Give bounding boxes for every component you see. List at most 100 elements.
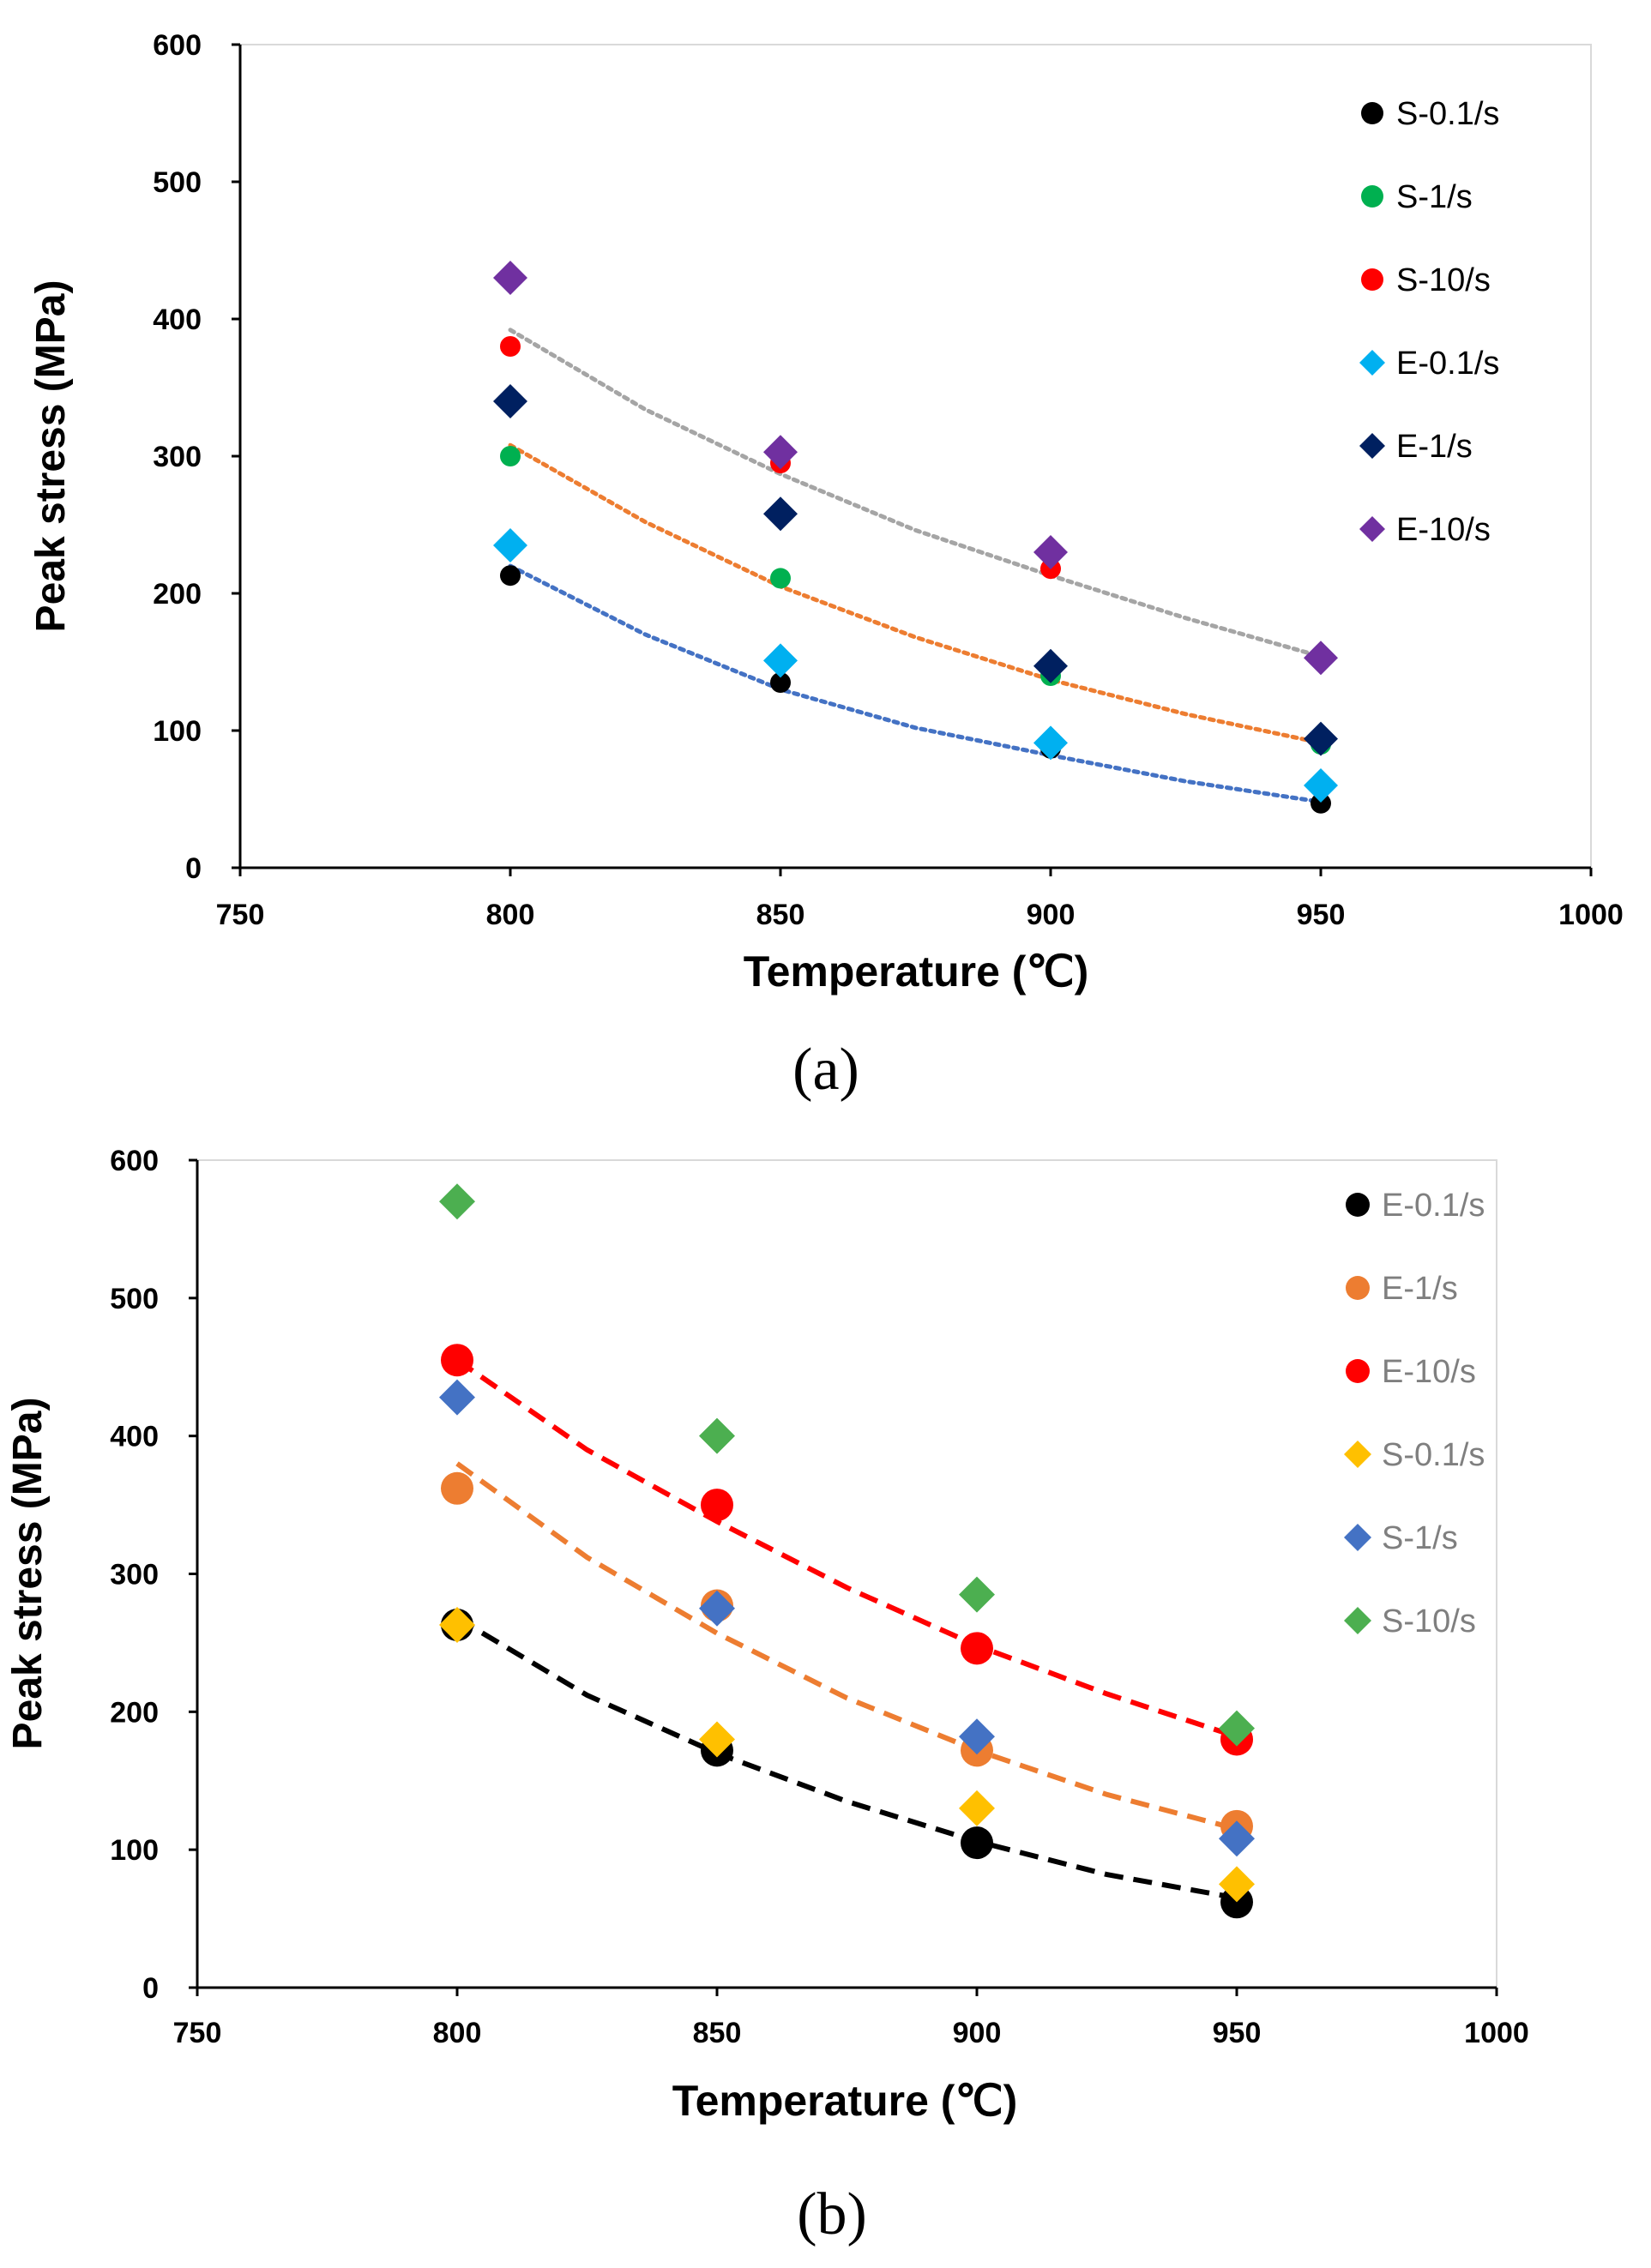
chart-a-legend-item: S-10/s	[1361, 262, 1491, 298]
chart-a-trendlines	[508, 328, 1323, 804]
chart-a-legend-label: S-10/s	[1396, 262, 1491, 298]
chart-a-legend-item: E-0.1/s	[1359, 346, 1499, 382]
chart-a-legend-marker	[1361, 102, 1383, 124]
chart-b-y-tick-label: 100	[110, 1834, 159, 1867]
chart-a-x-tick-label: 1000	[1558, 899, 1624, 931]
chart-a-legend-label: E-1/s	[1396, 429, 1473, 465]
chart-a-point-e-10-s	[763, 435, 798, 470]
chart-b-point-e-10-s	[701, 1489, 733, 1522]
chart-a-point-e-10-s	[1033, 535, 1068, 569]
chart-b-ylabel: Peak stress (MPa)	[5, 1398, 51, 1750]
chart-b-trendline-1	[455, 1615, 1238, 1901]
chart-a-legend-marker	[1361, 185, 1383, 208]
chart-b-panel-label: (b)	[797, 2181, 867, 2247]
chart-b-legend-marker	[1346, 1276, 1370, 1300]
chart-b-point-s-0-1-s	[959, 1790, 995, 1826]
chart-a-point-s-0-1-s	[1311, 792, 1331, 814]
chart-a-x-tick-label: 850	[756, 899, 805, 931]
chart-b-axes	[196, 1160, 1497, 1989]
chart-a-y-tick-label: 100	[153, 715, 202, 748]
chart-a-legend-marker	[1359, 433, 1385, 459]
chart-a-legend-label: E-0.1/s	[1396, 346, 1499, 382]
chart-a-points	[493, 261, 1338, 814]
chart-b-y-tick-label: 600	[110, 1145, 159, 1177]
chart-a-point-s-0-1-s	[500, 565, 521, 587]
chart-a-legend: S-0.1/s S-1/s S-10/s E-0.1/s E-1/s E-10/s	[1359, 96, 1499, 548]
chart-b-point-s-1-s	[699, 1590, 735, 1627]
chart-a-point-e-0-1-s	[1304, 768, 1338, 803]
chart-b-legend-marker	[1344, 1607, 1371, 1634]
chart-b-legend-marker	[1344, 1524, 1371, 1551]
chart-b-point-s-10-s	[1219, 1710, 1255, 1747]
chart-b-point-e-0-1-s	[961, 1826, 993, 1860]
chart-b-legend-marker	[1346, 1193, 1370, 1217]
chart-a-panel-label: (a)	[792, 1037, 859, 1103]
chart-a-trendline-1	[508, 563, 1323, 804]
chart-b-y-tick-label: 300	[110, 1559, 159, 1591]
chart-a-point-s-0-1-s	[770, 672, 791, 693]
chart-a-point-e-1-s	[1033, 648, 1068, 683]
chart-a-axes	[238, 45, 1591, 869]
chart-a-legend-marker	[1359, 350, 1385, 376]
chart-b-x-tick-label: 950	[1213, 2017, 1262, 2049]
chart-b-xlabel: Temperature (℃)	[672, 2077, 1018, 2125]
chart-b-y-tick-label: 0	[142, 1972, 159, 2005]
chart-a-point-e-10-s	[1304, 641, 1338, 676]
chart-a-point-e-0-1-s	[493, 528, 527, 562]
chart-a-legend-label: S-1/s	[1396, 179, 1473, 215]
chart-b-legend-label: S-10/s	[1382, 1603, 1476, 1639]
chart-b-legend-label: S-0.1/s	[1382, 1437, 1485, 1473]
chart-b-point-s-1-s	[1219, 1820, 1255, 1857]
chart-a-y-tick-label: 300	[153, 441, 202, 473]
chart-a-legend-item: S-1/s	[1361, 179, 1473, 215]
chart-b-point-s-0-1-s	[1219, 1866, 1255, 1903]
chart-b-x-tick-label: 800	[433, 2017, 482, 2049]
chart-a-legend-item: E-1/s	[1359, 429, 1473, 465]
chart-a-point-e-1-s	[493, 384, 527, 418]
chart-b-trendlines	[455, 1357, 1238, 1901]
chart-b-trendline-3	[455, 1357, 1238, 1740]
chart-b-legend-item: S-10/s	[1344, 1603, 1476, 1639]
chart-b-point-s-1-s	[439, 1379, 475, 1416]
chart-a-point-e-10-s	[493, 261, 527, 295]
chart-a-trendline-2	[508, 442, 1323, 745]
chart-b-point-s-10-s	[699, 1417, 735, 1454]
chart-b-point-s-0-1-s	[699, 1721, 735, 1758]
chart-a-y-tick-label: 200	[153, 578, 202, 611]
chart-a-point-s-1-s	[770, 568, 791, 589]
chart-a-legend-label: S-0.1/s	[1396, 96, 1499, 132]
chart-b-x-tick-label: 750	[173, 2017, 222, 2049]
chart-b-legend-item: E-0.1/s	[1346, 1188, 1485, 1224]
chart-b-legend: E-0.1/s E-1/s E-10/s S-0.1/s S-1/s S-10/s	[1344, 1188, 1485, 1639]
chart-b-y-tick-label: 500	[110, 1283, 159, 1315]
chart-a-y-tick-label: 500	[153, 166, 202, 199]
chart-b-legend-marker	[1346, 1359, 1370, 1383]
chart-b-legend-marker	[1344, 1441, 1371, 1468]
chart-b-legend-label: E-0.1/s	[1382, 1188, 1485, 1224]
chart-b-x-ticks: 750 800 850 900 950 1000	[173, 1988, 1529, 2049]
chart-a-x-tick-label: 950	[1297, 899, 1346, 931]
chart-a-point-e-0-1-s	[763, 643, 798, 678]
chart-a-legend-marker	[1359, 516, 1385, 542]
chart-b-legend-item: S-0.1/s	[1344, 1437, 1485, 1473]
chart-b-x-tick-label: 850	[693, 2017, 742, 2049]
chart-b-y-tick-label: 200	[110, 1696, 159, 1729]
chart-a-legend-item: E-10/s	[1359, 512, 1491, 548]
chart-a-legend-marker	[1361, 268, 1383, 291]
chart-b-legend-item: S-1/s	[1344, 1520, 1458, 1556]
chart-a-x-ticks: 750 800 850 900 950 1000	[216, 868, 1624, 931]
chart-a-y-ticks: 0 100 200 300 400 500 600	[153, 29, 240, 885]
chart-b-point-e-10-s	[961, 1632, 993, 1665]
chart-a-xlabel: Temperature (℃)	[744, 948, 1089, 996]
chart-b-y-tick-label: 400	[110, 1421, 159, 1453]
chart-b-y-ticks: 0 100 200 300 400 500 600	[110, 1145, 197, 2005]
chart-a-y-tick-label: 0	[185, 852, 202, 885]
chart-b-point-s-1-s	[959, 1718, 995, 1755]
chart-b-point-e-10-s	[441, 1344, 473, 1377]
chart-b-x-tick-label: 1000	[1464, 2017, 1529, 2049]
chart-a-x-tick-label: 750	[216, 899, 265, 931]
chart-b-point-s-10-s	[959, 1576, 995, 1613]
